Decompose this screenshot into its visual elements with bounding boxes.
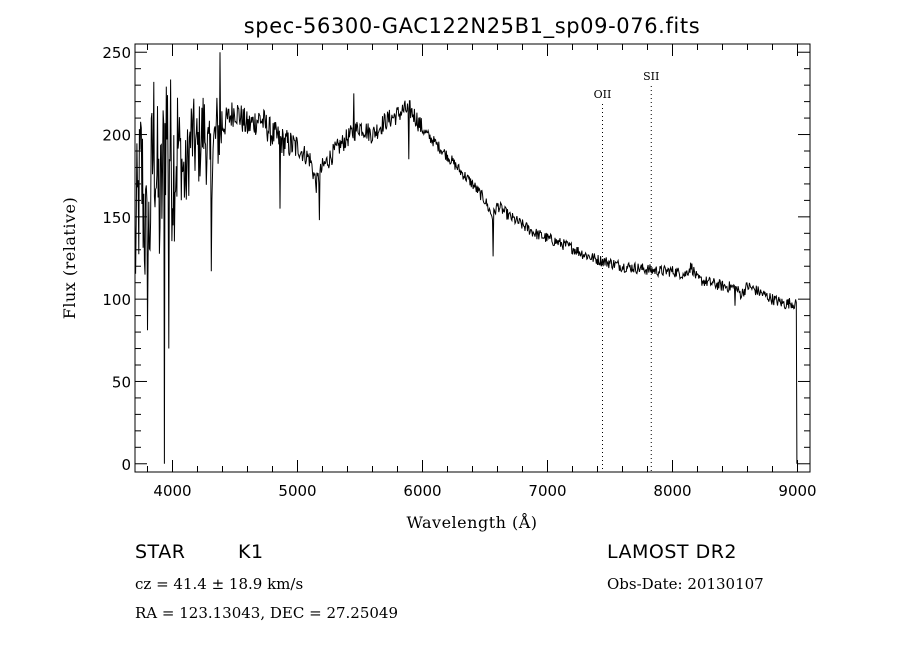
redshift-text: cz = 41.4 ± 18.9 km/s xyxy=(135,575,304,593)
y-tick-label: 50 xyxy=(112,373,131,391)
x-tick-label: 9000 xyxy=(778,482,816,500)
spectral-line-markers: OII SII xyxy=(594,70,659,472)
y-tick-label: 100 xyxy=(102,291,131,309)
spectral-line-label: SII xyxy=(643,70,659,83)
chart-title: spec-56300-GAC122N25B1_sp09-076.fits xyxy=(244,14,701,39)
object-class: STAR xyxy=(135,541,186,563)
x-axis-label: Wavelength (Å) xyxy=(406,512,537,532)
axis-ticks: 4000 5000 6000 7000 8000 9000 0 50 100 150 200 250 xyxy=(102,44,817,500)
x-tick-label: 4000 xyxy=(153,482,191,500)
y-axis-label: Flux (relative) xyxy=(60,197,79,319)
spectrum-series-line xyxy=(134,52,798,464)
y-tick-label: 0 xyxy=(121,456,131,474)
plot-frame xyxy=(134,43,811,473)
x-tick-label: 5000 xyxy=(278,482,316,500)
object-subclass: K1 xyxy=(238,541,264,563)
x-tick-label: 8000 xyxy=(653,482,691,500)
y-tick-label: 250 xyxy=(102,44,131,62)
obs-date-text: Obs-Date: 20130107 xyxy=(607,575,764,593)
survey-name: LAMOST DR2 xyxy=(607,541,737,563)
spectral-line-label: OII xyxy=(594,88,612,101)
coordinates-text: RA = 123.13043, DEC = 27.25049 xyxy=(135,604,399,622)
x-tick-label: 6000 xyxy=(403,482,441,500)
y-tick-label: 200 xyxy=(102,127,131,145)
x-tick-label: 7000 xyxy=(528,482,566,500)
y-tick-label: 150 xyxy=(102,209,131,227)
